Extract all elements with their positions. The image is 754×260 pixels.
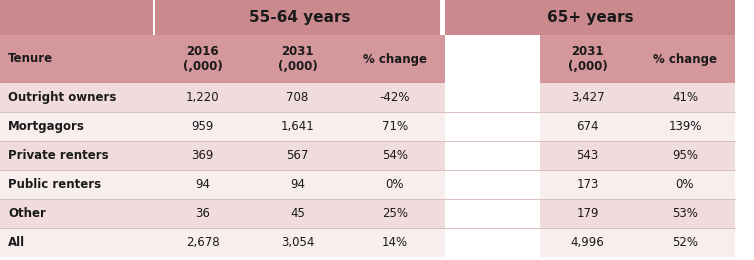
Text: 567: 567 xyxy=(287,149,308,162)
Text: 1,220: 1,220 xyxy=(185,91,219,104)
FancyBboxPatch shape xyxy=(0,141,155,170)
Text: Mortgagors: Mortgagors xyxy=(8,120,85,133)
Text: 14%: 14% xyxy=(382,236,408,249)
FancyBboxPatch shape xyxy=(635,83,735,112)
Text: 708: 708 xyxy=(287,91,308,104)
Text: -42%: -42% xyxy=(380,91,410,104)
Text: 674: 674 xyxy=(576,120,599,133)
FancyBboxPatch shape xyxy=(635,141,735,170)
FancyBboxPatch shape xyxy=(635,228,735,257)
FancyBboxPatch shape xyxy=(155,228,250,257)
Text: 0%: 0% xyxy=(676,178,694,191)
Text: Other: Other xyxy=(8,207,46,220)
Text: 179: 179 xyxy=(576,207,599,220)
FancyBboxPatch shape xyxy=(153,0,155,35)
Text: 95%: 95% xyxy=(672,149,698,162)
FancyBboxPatch shape xyxy=(155,0,445,35)
FancyBboxPatch shape xyxy=(0,170,155,199)
Text: 369: 369 xyxy=(192,149,213,162)
Text: 2,678: 2,678 xyxy=(185,236,219,249)
Text: 3,054: 3,054 xyxy=(280,236,314,249)
FancyBboxPatch shape xyxy=(635,199,735,228)
FancyBboxPatch shape xyxy=(445,0,735,35)
FancyBboxPatch shape xyxy=(250,83,345,112)
FancyBboxPatch shape xyxy=(635,35,735,83)
Text: 55-64 years: 55-64 years xyxy=(250,10,351,25)
FancyBboxPatch shape xyxy=(540,199,635,228)
Text: 36: 36 xyxy=(195,207,210,220)
Text: 173: 173 xyxy=(576,178,599,191)
Text: 25%: 25% xyxy=(382,207,408,220)
FancyBboxPatch shape xyxy=(155,83,250,112)
Text: 54%: 54% xyxy=(382,149,408,162)
Text: 139%: 139% xyxy=(668,120,702,133)
FancyBboxPatch shape xyxy=(0,35,155,83)
Text: 2016
(,000): 2016 (,000) xyxy=(182,45,222,73)
FancyBboxPatch shape xyxy=(345,199,445,228)
Text: 41%: 41% xyxy=(672,91,698,104)
Text: Outright owners: Outright owners xyxy=(8,91,116,104)
FancyBboxPatch shape xyxy=(250,170,345,199)
FancyBboxPatch shape xyxy=(540,141,635,170)
FancyBboxPatch shape xyxy=(345,141,445,170)
Text: Private renters: Private renters xyxy=(8,149,109,162)
FancyBboxPatch shape xyxy=(155,141,250,170)
Text: 52%: 52% xyxy=(672,236,698,249)
FancyBboxPatch shape xyxy=(540,83,635,112)
FancyBboxPatch shape xyxy=(540,112,635,141)
Text: 94: 94 xyxy=(195,178,210,191)
FancyBboxPatch shape xyxy=(345,35,445,83)
FancyBboxPatch shape xyxy=(635,170,735,199)
FancyBboxPatch shape xyxy=(0,112,155,141)
Text: % change: % change xyxy=(653,53,717,66)
Text: 1,641: 1,641 xyxy=(280,120,314,133)
FancyBboxPatch shape xyxy=(635,112,735,141)
FancyBboxPatch shape xyxy=(440,0,445,83)
Text: 959: 959 xyxy=(192,120,213,133)
Text: % change: % change xyxy=(363,53,427,66)
FancyBboxPatch shape xyxy=(250,141,345,170)
Text: 0%: 0% xyxy=(386,178,404,191)
Text: 45: 45 xyxy=(290,207,305,220)
FancyBboxPatch shape xyxy=(155,112,250,141)
FancyBboxPatch shape xyxy=(0,0,155,35)
Text: 71%: 71% xyxy=(382,120,408,133)
Text: Tenure: Tenure xyxy=(8,53,53,66)
FancyBboxPatch shape xyxy=(345,170,445,199)
Text: 3,427: 3,427 xyxy=(571,91,604,104)
Text: 53%: 53% xyxy=(672,207,698,220)
FancyBboxPatch shape xyxy=(540,228,635,257)
FancyBboxPatch shape xyxy=(345,228,445,257)
FancyBboxPatch shape xyxy=(0,83,155,112)
FancyBboxPatch shape xyxy=(155,170,250,199)
FancyBboxPatch shape xyxy=(155,199,250,228)
Text: Public renters: Public renters xyxy=(8,178,101,191)
Text: All: All xyxy=(8,236,25,249)
FancyBboxPatch shape xyxy=(345,83,445,112)
Text: 2031
(,000): 2031 (,000) xyxy=(568,45,608,73)
Text: 2031
(,000): 2031 (,000) xyxy=(277,45,317,73)
Text: 65+ years: 65+ years xyxy=(547,10,633,25)
FancyBboxPatch shape xyxy=(250,228,345,257)
FancyBboxPatch shape xyxy=(250,35,345,83)
FancyBboxPatch shape xyxy=(250,199,345,228)
FancyBboxPatch shape xyxy=(250,112,345,141)
FancyBboxPatch shape xyxy=(0,199,155,228)
Text: 4,996: 4,996 xyxy=(571,236,605,249)
FancyBboxPatch shape xyxy=(155,35,250,83)
Text: 94: 94 xyxy=(290,178,305,191)
FancyBboxPatch shape xyxy=(540,170,635,199)
Text: 543: 543 xyxy=(576,149,599,162)
FancyBboxPatch shape xyxy=(540,35,635,83)
FancyBboxPatch shape xyxy=(0,228,155,257)
FancyBboxPatch shape xyxy=(345,112,445,141)
